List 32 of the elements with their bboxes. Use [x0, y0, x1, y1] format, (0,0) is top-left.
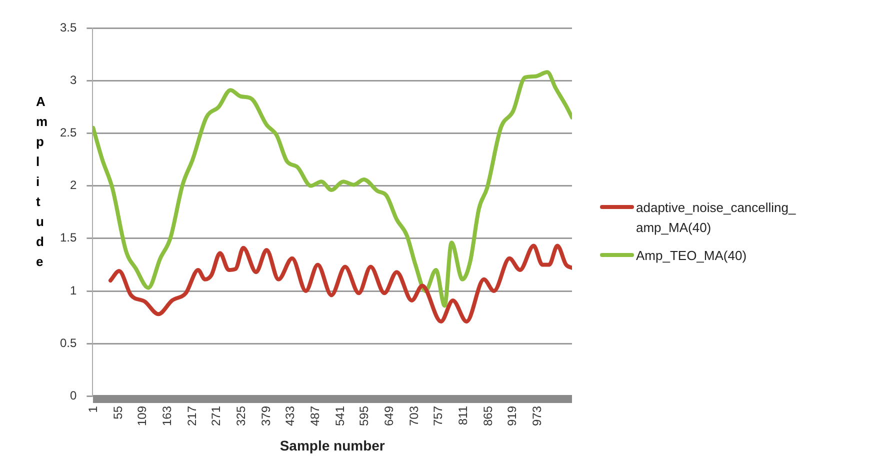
text: Amplitude — [36, 94, 48, 269]
legend-label: Amp_TEO_MA(40) — [636, 247, 748, 265]
x-tick-label: 271 — [209, 406, 224, 426]
x-tick-label: 703 — [406, 406, 421, 426]
x-tick-label: 217 — [184, 406, 199, 426]
y-tick-label: 2 — [70, 178, 77, 192]
x-tick-label: 541 — [332, 406, 347, 426]
x-tick-label: 379 — [258, 406, 273, 426]
x-tick-label: 919 — [505, 406, 520, 426]
y-tick-label: 0.5 — [60, 336, 77, 350]
x-tick-label: 595 — [357, 406, 372, 426]
y-tick-label: 0 — [70, 388, 77, 403]
x-tick-label: 865 — [480, 406, 495, 426]
legend-label: adaptive_noise_cancelling_amp_MA(40) — [636, 199, 797, 237]
x-tick-label: 811 — [456, 406, 470, 426]
x-tick-label: 325 — [234, 406, 248, 426]
x-tick-label: 55 — [110, 406, 125, 420]
y-tick-label: 1.5 — [60, 230, 77, 245]
x-tick-label: 649 — [382, 406, 396, 426]
x-tick-label: 487 — [308, 406, 322, 426]
x-tick-label: 433 — [283, 406, 298, 426]
x-tick-label: 109 — [135, 406, 150, 426]
y-tick-label: 1 — [70, 283, 77, 298]
y-tick-label: 3 — [70, 72, 77, 87]
x-tick-label: 163 — [160, 406, 174, 426]
x-tick-label: 757 — [431, 406, 446, 426]
x-axis-title: Sample number — [280, 437, 386, 454]
line-series — [108, 244, 572, 324]
x-tick-label: 1 — [86, 406, 100, 413]
y-tick-label: 2.5 — [60, 126, 77, 140]
x-tick-label: 973 — [530, 406, 544, 426]
y-tick-label: 3.5 — [60, 20, 77, 34]
